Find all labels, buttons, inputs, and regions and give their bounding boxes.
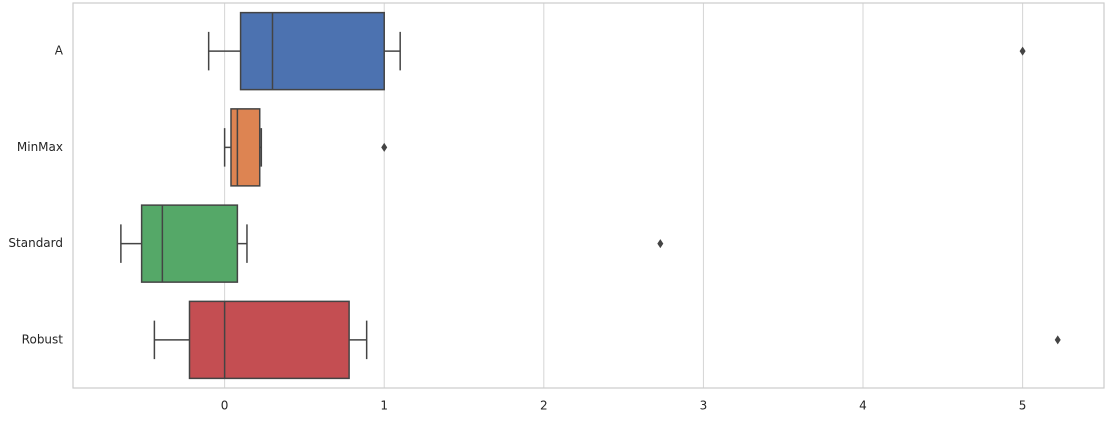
flier xyxy=(1019,46,1026,56)
y-tick-label: A xyxy=(55,44,64,58)
box xyxy=(188,300,350,380)
x-tick-label: 3 xyxy=(700,399,708,413)
box xyxy=(230,108,261,187)
y-tick-label: Robust xyxy=(22,332,64,346)
flier xyxy=(381,142,388,152)
box xyxy=(239,11,385,91)
x-tick-label: 1 xyxy=(380,399,388,413)
x-tick-label: 4 xyxy=(859,399,867,413)
y-tick-label: Standard xyxy=(8,236,63,250)
x-tick-label: 0 xyxy=(221,399,229,413)
x-tick-label: 5 xyxy=(1019,399,1027,413)
plot-frame xyxy=(72,2,1105,389)
x-tick-label: 2 xyxy=(540,399,548,413)
box xyxy=(140,204,239,283)
y-tick-label: MinMax xyxy=(17,140,63,154)
flier xyxy=(657,239,664,249)
flier xyxy=(1054,335,1061,345)
